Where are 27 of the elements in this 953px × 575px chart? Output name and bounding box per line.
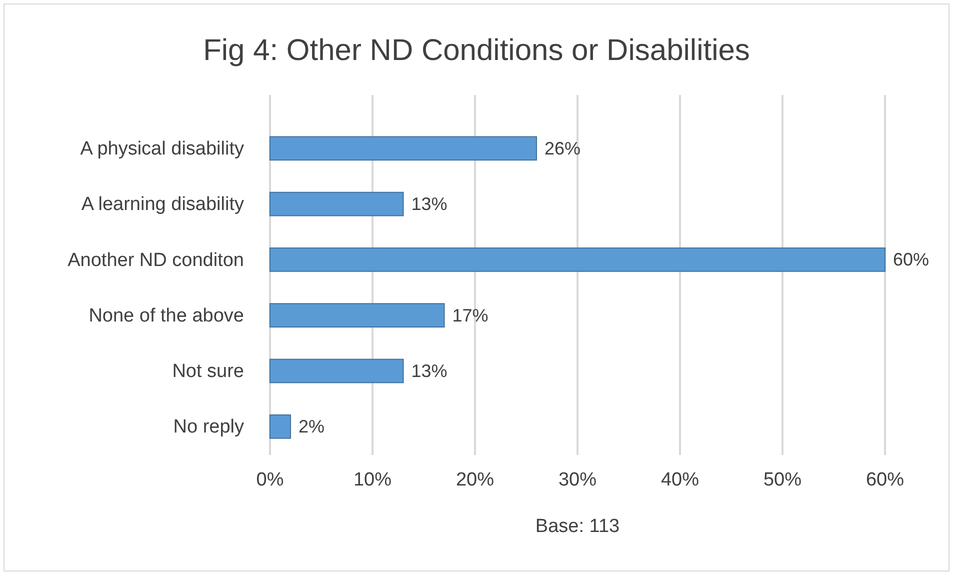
y-tick-label: No reply bbox=[173, 416, 244, 438]
x-tick-label: 0% bbox=[256, 469, 284, 490]
data-label: 26% bbox=[544, 138, 581, 158]
x-tick-label: 40% bbox=[660, 469, 700, 490]
x-tick-label: 20% bbox=[456, 469, 494, 490]
data-label: 17% bbox=[452, 305, 488, 326]
x-tick-label: 10% bbox=[353, 469, 392, 490]
y-tick-label: None of the above bbox=[88, 305, 244, 326]
bar bbox=[270, 414, 291, 439]
data-label: 2% bbox=[298, 416, 325, 437]
data-label: 60% bbox=[893, 250, 930, 270]
y-tick-label: Not sure bbox=[172, 361, 244, 382]
bar bbox=[270, 247, 886, 272]
data-label: 13% bbox=[411, 194, 448, 214]
bar bbox=[270, 303, 445, 328]
data-label: 13% bbox=[411, 360, 448, 381]
y-tick-label: Another ND conditon bbox=[68, 250, 244, 271]
chart-title: Fig 4: Other ND Conditions or Disabilities bbox=[203, 34, 750, 67]
x-tick-label: 60% bbox=[866, 469, 904, 490]
x-tick-label: 50% bbox=[763, 469, 802, 490]
bar bbox=[270, 358, 404, 384]
x-axis-title: Base: 113 bbox=[535, 516, 620, 537]
x-tick-label: 30% bbox=[558, 469, 597, 490]
y-tick-label: A physical disability bbox=[80, 138, 244, 160]
bar bbox=[270, 192, 404, 216]
y-tick-label: A learning disability bbox=[81, 194, 244, 216]
bar bbox=[270, 136, 537, 161]
